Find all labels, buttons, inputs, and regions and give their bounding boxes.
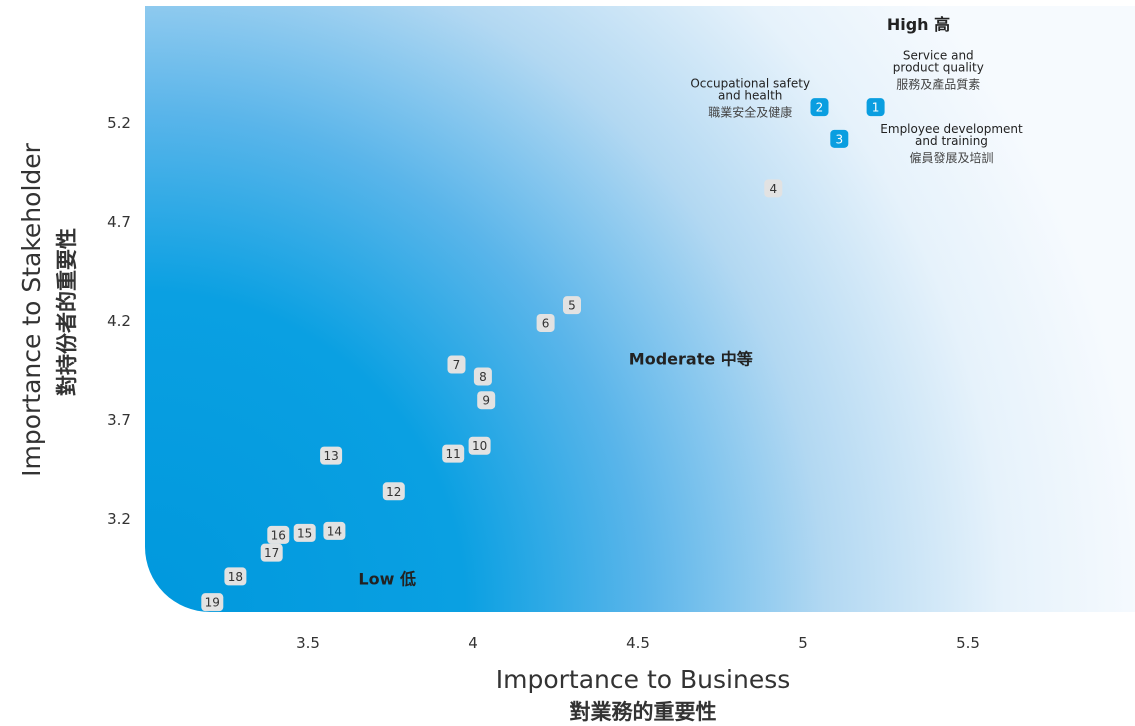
annotation-text: product quality [893, 61, 984, 75]
point-marker-11: 11 [442, 444, 465, 463]
marker-box [810, 98, 829, 117]
y-tick-label: 4.2 [107, 312, 131, 330]
annotation-text: Service and [903, 49, 974, 63]
annotation-text-zh: 服務及產品質素 [896, 77, 980, 92]
point-marker-4: 4 [764, 179, 783, 198]
marker-box [442, 444, 465, 463]
marker-box [323, 521, 346, 540]
point-marker-5: 5 [563, 296, 581, 315]
x-axis-label-zh: 對業務的重要性 [570, 700, 717, 724]
marker-number: 12 [386, 485, 401, 499]
y-axis-label-zh: 對持份者的重要性 [55, 228, 79, 396]
point-marker-14: 14 [323, 521, 346, 540]
point-marker-17: 17 [260, 543, 283, 562]
marker-number: 6 [542, 316, 550, 330]
x-tick-label: 4.5 [626, 634, 650, 652]
plot-background [145, 6, 1135, 612]
annotation-text: and health [718, 88, 782, 102]
marker-number: 8 [479, 370, 487, 384]
point-marker-15: 15 [293, 523, 316, 542]
x-axis-label: Importance to Business [496, 665, 791, 694]
marker-box [320, 446, 343, 465]
marker-number: 10 [472, 439, 487, 453]
marker-box [473, 367, 492, 386]
y-axis-title: Importance to Stakeholder 對持份者的重要性 [17, 142, 79, 477]
x-axis-ticks: 3.5 4 4.5 5 5.5 [296, 634, 980, 652]
marker-box [447, 355, 466, 374]
marker-number: 4 [769, 182, 777, 196]
marker-box [468, 436, 491, 455]
point-marker-13: 13 [320, 446, 343, 465]
marker-number: 19 [205, 596, 220, 610]
marker-box [293, 523, 316, 542]
marker-number: 14 [327, 524, 342, 538]
marker-number: 1 [872, 101, 880, 115]
marker-number: 3 [835, 132, 843, 146]
point-marker-9: 9 [477, 391, 496, 410]
marker-number: 5 [568, 299, 576, 313]
annotation-text-zh: 職業安全及健康 [708, 104, 792, 119]
point-marker-16: 16 [267, 525, 290, 544]
point-marker-2: 2 [810, 98, 829, 117]
marker-number: 15 [297, 526, 312, 540]
x-axis-title: Importance to Business 對業務的重要性 [496, 665, 791, 724]
marker-box [201, 593, 224, 612]
y-axis-ticks: 3.2 3.7 4.2 4.7 5.2 [107, 114, 131, 528]
point-marker-7: 7 [447, 355, 466, 374]
point-marker-3: 3 [830, 129, 849, 148]
zone-label-low: Low 低 [358, 569, 416, 588]
marker-number: 11 [446, 447, 461, 461]
marker-number: 16 [271, 528, 286, 542]
marker-number: 18 [228, 570, 243, 584]
point-marker-1: 1 [866, 98, 885, 117]
y-tick-label: 5.2 [107, 114, 131, 132]
marker-box [382, 482, 405, 501]
point-marker-6: 6 [536, 313, 555, 332]
marker-box [260, 543, 283, 562]
point-marker-12: 12 [382, 482, 405, 501]
marker-box [830, 129, 849, 148]
x-tick-label: 3.5 [296, 634, 320, 652]
marker-box [866, 98, 885, 117]
point-marker-18: 18 [224, 567, 247, 586]
annotation-text: Occupational safety [690, 76, 810, 90]
x-tick-label: 4 [468, 634, 478, 652]
zone-label-high: High 高 [887, 15, 950, 34]
marker-box [563, 296, 581, 315]
x-tick-label: 5 [798, 634, 808, 652]
zone-label-moderate: Moderate 中等 [629, 350, 753, 369]
y-tick-label: 3.2 [107, 510, 131, 528]
point-marker-10: 10 [468, 436, 491, 455]
marker-box [536, 313, 555, 332]
marker-number: 2 [816, 101, 824, 115]
y-tick-label: 4.7 [107, 213, 131, 231]
y-tick-label: 3.7 [107, 411, 131, 429]
annotation-text-zh: 僱員發展及培訓 [909, 150, 993, 165]
marker-box [267, 525, 290, 544]
marker-box [477, 391, 496, 410]
point-marker-8: 8 [473, 367, 492, 386]
y-axis-label: Importance to Stakeholder [17, 142, 46, 477]
marker-box [224, 567, 247, 586]
point-marker-19: 19 [201, 593, 224, 612]
zone-labels: High 高 Moderate 中等 Low 低 [358, 15, 950, 588]
marker-number: 17 [264, 546, 279, 560]
x-tick-label: 5.5 [956, 634, 980, 652]
annotation-text: and training [915, 134, 988, 148]
annotation-text: Employee development [880, 122, 1023, 136]
marker-box [764, 179, 783, 198]
marker-number: 13 [323, 449, 338, 463]
marker-number: 9 [482, 394, 490, 408]
marker-number: 7 [453, 358, 461, 372]
